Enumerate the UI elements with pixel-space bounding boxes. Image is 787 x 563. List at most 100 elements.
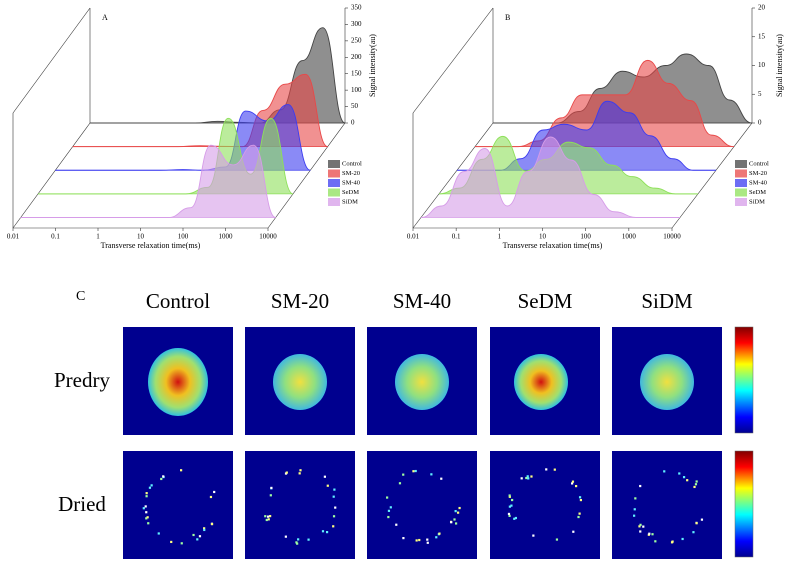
signal-dot [160,477,163,481]
legend-swatch [328,169,340,178]
y-axis-label: Signal intensity(au) [368,34,377,97]
legend-label: SM-20 [749,170,767,177]
signal-dot [532,534,535,537]
series-line [20,144,276,218]
signal-dot [440,477,443,480]
signal-dot [389,506,392,509]
legend-swatch [328,160,340,168]
signal-dot [507,512,511,516]
legend-swatch [328,188,340,197]
sample-signal [148,348,208,416]
panel-label: B [505,13,510,22]
signal-dot [678,472,681,475]
legend-swatch [328,179,340,187]
signal-dot [144,505,147,508]
signal-dot [692,531,695,534]
series-line [72,73,328,148]
sample-signal [514,354,568,410]
signal-dot [145,495,148,498]
panel-label: A [102,13,108,22]
frame-line [12,122,91,229]
signal-dot [578,496,582,499]
x-tick-label: 1000 [622,233,637,241]
signal-dot [508,505,511,508]
mri-image [123,451,233,559]
signal-dot [395,523,398,526]
signal-dot [415,539,418,542]
y-tick-label: 100 [351,86,362,94]
series-line [420,136,680,218]
sample-signal [640,354,694,410]
signal-dot [192,533,195,537]
signal-dot [663,470,666,473]
legend-swatch [735,198,747,206]
signal-dot [555,538,559,541]
signal-dot [695,480,698,483]
signal-dot [412,470,415,473]
x-tick-label: 100 [178,233,189,241]
legend-swatch [735,169,747,178]
legend-label: SeDM [749,189,766,196]
signal-dot [198,535,202,538]
column-label: SeDM [518,289,573,313]
signal-dot [638,525,641,528]
frame-line [671,122,753,229]
signal-dot [450,521,453,524]
legend-label: SM-40 [749,179,767,186]
signal-dot [578,512,581,515]
signal-dot [285,471,288,474]
signal-dot [579,498,583,502]
legend-swatch [735,179,747,187]
signal-dot [299,469,302,472]
signal-dot [387,509,391,512]
signal-dot [575,484,578,488]
signal-dot [634,497,637,500]
signal-dot [693,485,696,489]
legend-label: Control [342,160,362,167]
signal-dot [334,506,337,509]
signal-dot [426,541,429,544]
signal-dot [323,475,326,478]
signal-dot [682,476,686,479]
signal-dot [150,484,153,487]
signal-dot [387,515,390,519]
legend-label: SiDM [749,198,765,205]
signal-dot [147,522,150,525]
signal-dot [284,535,287,538]
signal-dot [511,498,514,502]
signal-dot [572,530,575,533]
signal-dot [513,517,516,520]
series-line [89,27,346,124]
signal-dot [398,482,402,485]
mri-image [245,451,355,559]
signal-dot [203,527,206,530]
signal-dot [145,492,148,495]
mri-image [612,451,722,559]
x-tick-label: 10000 [259,233,277,241]
signal-dot [686,479,689,482]
signal-dot [527,477,530,480]
sample-signal [395,354,449,410]
y-tick-label: 15 [758,32,766,40]
signal-dot [700,518,704,521]
signal-dot [508,514,511,517]
x-tick-label: 10 [137,233,145,241]
signal-dot [180,469,183,472]
mri-image [490,451,600,559]
legend-label: SeDM [342,189,359,196]
signal-dot [453,518,456,521]
x-tick-label: 0.01 [407,233,420,241]
y-tick-label: 50 [351,102,359,110]
series-area [421,137,680,218]
signal-dot [269,494,272,497]
legend-label: Control [749,160,769,167]
y-tick-label: 0 [351,119,355,127]
column-label: SM-40 [393,289,451,313]
signal-dot [162,475,165,478]
signal-dot [508,494,511,497]
mri-image [367,451,477,559]
signal-dot [525,476,528,480]
signal-dot [639,523,642,526]
signal-dot [326,484,329,487]
frame-line [267,122,346,229]
